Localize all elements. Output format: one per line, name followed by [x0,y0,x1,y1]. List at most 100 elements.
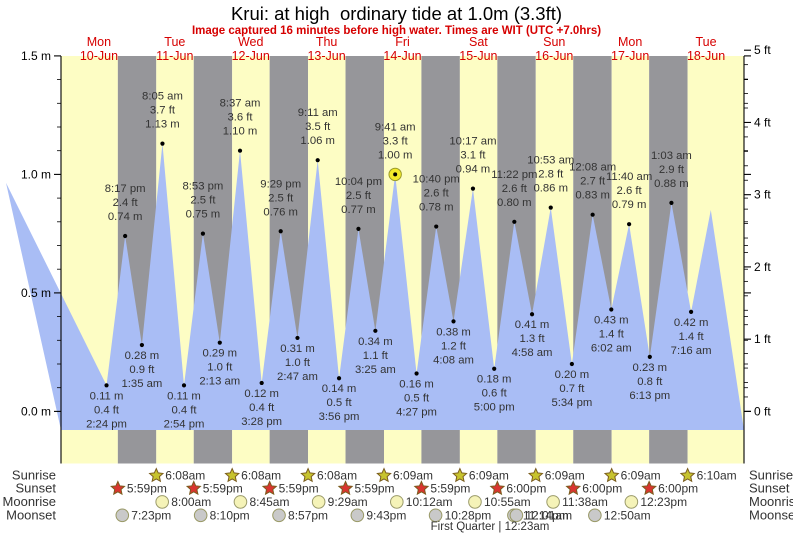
svg-text:16-Jun: 16-Jun [535,49,573,63]
svg-text:18-Jun: 18-Jun [687,49,725,63]
svg-text:Tue: Tue [696,35,717,49]
svg-text:1.06 m: 1.06 m [300,135,335,147]
svg-text:0.78 m: 0.78 m [419,202,454,214]
svg-text:9:43pm: 9:43pm [366,508,406,522]
svg-text:5:59pm: 5:59pm [279,482,319,496]
svg-text:2.5 ft: 2.5 ft [346,190,372,202]
svg-text:1.10 m: 1.10 m [223,126,258,138]
svg-text:4:58 am: 4:58 am [512,347,553,359]
svg-text:12:23pm: 12:23pm [640,495,687,509]
svg-text:0.20 m: 0.20 m [555,369,590,381]
svg-text:6:13 pm: 6:13 pm [629,390,670,402]
svg-text:3:25 am: 3:25 am [355,364,396,376]
svg-text:2.6 ft: 2.6 ft [424,188,450,200]
svg-text:8:17 pm: 8:17 pm [105,183,146,195]
svg-text:13-Jun: 13-Jun [307,49,345,63]
svg-text:1.1 ft: 1.1 ft [363,350,389,362]
svg-text:First Quarter | 12:23am: First Quarter | 12:23am [431,521,550,533]
svg-text:6:09am: 6:09am [469,469,509,483]
svg-text:1 ft: 1 ft [754,332,771,346]
svg-text:10:53 am: 10:53 am [527,155,574,167]
svg-text:0.41 m: 0.41 m [515,319,550,331]
svg-text:1.4 ft: 1.4 ft [679,331,705,343]
svg-text:6:08am: 6:08am [241,469,281,483]
svg-text:8:00am: 8:00am [171,495,211,509]
svg-text:2.6 ft: 2.6 ft [617,185,643,197]
svg-text:1.0 ft: 1.0 ft [207,362,233,374]
svg-text:0.86 m: 0.86 m [533,183,568,195]
svg-text:0.88 m: 0.88 m [654,178,689,190]
svg-text:11:40 am: 11:40 am [606,171,652,183]
svg-text:4 ft: 4 ft [754,115,771,129]
svg-text:0.28 m: 0.28 m [125,350,160,362]
svg-text:3.6 ft: 3.6 ft [227,112,253,124]
svg-text:3:56 pm: 3:56 pm [319,411,360,423]
svg-text:8:05 am: 8:05 am [142,91,183,103]
svg-text:0.31 m: 0.31 m [280,343,315,355]
svg-text:1.3 ft: 1.3 ft [519,333,545,345]
svg-text:2.9 ft: 2.9 ft [659,164,685,176]
svg-text:6:02 am: 6:02 am [591,342,632,354]
svg-text:5:59pm: 5:59pm [355,482,395,496]
svg-text:Mon: Mon [87,35,111,49]
svg-text:10:17 am: 10:17 am [449,136,496,148]
svg-text:5:59pm: 5:59pm [127,482,167,496]
svg-text:Sat: Sat [469,35,488,49]
svg-text:5 ft: 5 ft [754,43,771,57]
svg-text:8:45am: 8:45am [249,495,289,509]
svg-text:0.80 m: 0.80 m [497,197,532,209]
svg-text:0.0 m: 0.0 m [21,404,51,418]
svg-text:5:34 pm: 5:34 pm [551,397,592,409]
svg-text:Thu: Thu [316,35,338,49]
svg-text:0.5 ft: 0.5 ft [404,392,430,404]
svg-text:0.12 m: 0.12 m [244,388,279,400]
svg-text:6:08am: 6:08am [165,469,205,483]
svg-text:10:12am: 10:12am [406,495,453,509]
svg-text:2:13 am: 2:13 am [199,376,240,388]
svg-text:0.43 m: 0.43 m [594,314,629,326]
svg-text:1.00 m: 1.00 m [378,149,413,161]
svg-text:11:38am: 11:38am [562,495,608,509]
svg-text:1.5 m: 1.5 m [21,49,51,63]
svg-text:8:53 pm: 8:53 pm [183,181,224,193]
svg-text:0.34 m: 0.34 m [358,336,393,348]
svg-text:0.11 m: 0.11 m [167,390,201,402]
svg-text:0.6 ft: 0.6 ft [482,388,508,400]
svg-text:9:11 am: 9:11 am [298,107,338,119]
svg-text:1.13 m: 1.13 m [145,119,180,131]
svg-text:1:03 am: 1:03 am [651,150,692,162]
svg-text:4:08 am: 4:08 am [433,354,474,366]
svg-text:Sun: Sun [543,35,565,49]
svg-text:6:09am: 6:09am [621,469,661,483]
svg-text:15-Jun: 15-Jun [459,49,497,63]
svg-text:0.77 m: 0.77 m [341,204,376,216]
svg-text:8:10pm: 8:10pm [210,508,250,522]
svg-text:9:41 am: 9:41 am [375,121,416,133]
svg-text:0.5 m: 0.5 m [21,286,51,300]
svg-text:0.4 ft: 0.4 ft [94,404,120,416]
svg-text:6:09am: 6:09am [545,469,585,483]
svg-text:1.0 ft: 1.0 ft [285,357,311,369]
svg-text:2.6 ft: 2.6 ft [502,183,528,195]
svg-text:0.9 ft: 0.9 ft [129,364,155,376]
svg-text:5:59pm: 5:59pm [430,482,470,496]
svg-text:0.11 m: 0.11 m [90,390,124,402]
svg-text:2:54 pm: 2:54 pm [164,418,205,430]
svg-text:0.74 m: 0.74 m [108,211,143,223]
svg-text:2.7 ft: 2.7 ft [580,176,606,188]
svg-text:6:08am: 6:08am [317,469,357,483]
svg-text:1.2 ft: 1.2 ft [441,340,467,352]
svg-text:6:10am: 6:10am [697,469,737,483]
svg-text:0.42 m: 0.42 m [674,317,709,329]
svg-text:1.0 m: 1.0 m [21,167,51,181]
svg-text:Wed: Wed [238,35,264,49]
svg-text:3.5 ft: 3.5 ft [305,121,331,133]
svg-text:6:09am: 6:09am [393,469,433,483]
svg-text:0.76 m: 0.76 m [263,206,298,218]
svg-text:0.4 ft: 0.4 ft [171,404,197,416]
svg-text:14-Jun: 14-Jun [383,49,421,63]
svg-text:5:59pm: 5:59pm [203,482,243,496]
svg-text:5:00 pm: 5:00 pm [474,402,515,414]
svg-text:12:50am: 12:50am [604,508,651,522]
svg-text:7:23pm: 7:23pm [131,508,171,522]
